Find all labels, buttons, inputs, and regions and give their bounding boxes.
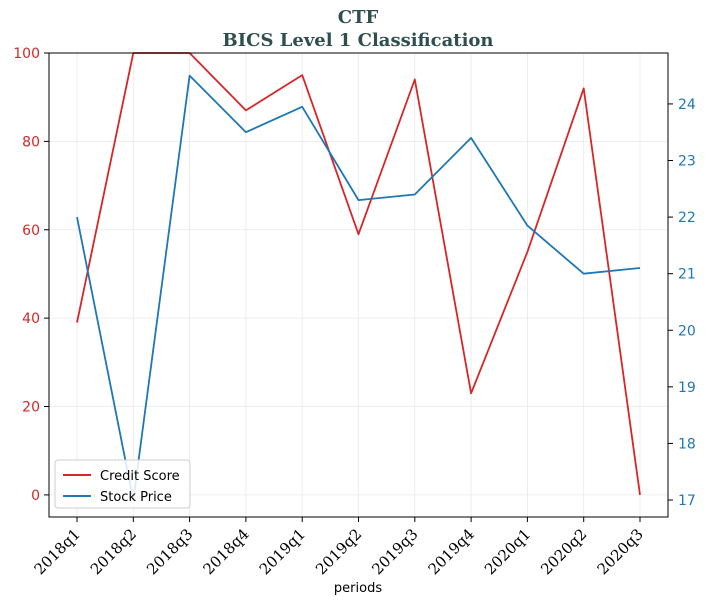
grid xyxy=(49,52,668,517)
y-right-tick-label: 23 xyxy=(678,154,696,170)
x-tick-label: 2020q3 xyxy=(594,525,647,578)
x-tick-label: 2020q1 xyxy=(481,525,534,578)
y-right-tick-label: 24 xyxy=(678,97,696,113)
y-left-tick-label: 0 xyxy=(31,488,40,504)
x-tick-label: 2019q1 xyxy=(256,525,309,578)
y-right-tick-label: 22 xyxy=(678,210,696,226)
x-axis-label: periods xyxy=(334,581,382,596)
chart-subtitle: BICS Level 1 Classification xyxy=(222,30,493,51)
y-right-tick-label: 17 xyxy=(678,493,696,509)
x-tick-label: 2018q1 xyxy=(31,525,84,578)
y-right-tick-label: 20 xyxy=(678,323,696,339)
legend: Credit Score Stock Price xyxy=(54,459,191,509)
y-left-tick-label: 40 xyxy=(22,311,40,327)
x-tick-label: 2020q2 xyxy=(537,525,590,578)
x-tick-label: 2018q4 xyxy=(199,525,252,578)
y-right-tick-label: 19 xyxy=(678,380,696,396)
x-tick-label: 2019q4 xyxy=(425,525,478,578)
x-tick-label: 2019q2 xyxy=(312,525,365,578)
x-tick-label: 2018q2 xyxy=(87,525,140,578)
y-left-tick-label: 100 xyxy=(13,46,40,62)
y-left-tick-label: 60 xyxy=(22,223,40,239)
x-axis: 2018q1 2018q2 2018q3 2018q4 2019q1 2019q2 2019… xyxy=(31,517,647,578)
y-right-tick-label: 21 xyxy=(678,267,696,283)
legend-label-credit-score: Credit Score xyxy=(100,469,180,484)
series-line-stock-price xyxy=(76,74,641,501)
x-tick-label: 2018q3 xyxy=(143,525,196,578)
y-axis-left: 0 20 40 60 80 100 xyxy=(13,46,49,504)
x-tick-label: 2019q3 xyxy=(368,525,421,578)
y-axis-right: 17 18 19 20 21 22 23 24 xyxy=(668,97,696,509)
y-left-tick-label: 20 xyxy=(22,400,40,416)
y-right-tick-label: 18 xyxy=(678,436,696,452)
legend-label-stock-price: Stock Price xyxy=(100,490,172,505)
chart-title: CTF xyxy=(338,7,379,28)
y-left-tick-label: 80 xyxy=(22,134,40,150)
